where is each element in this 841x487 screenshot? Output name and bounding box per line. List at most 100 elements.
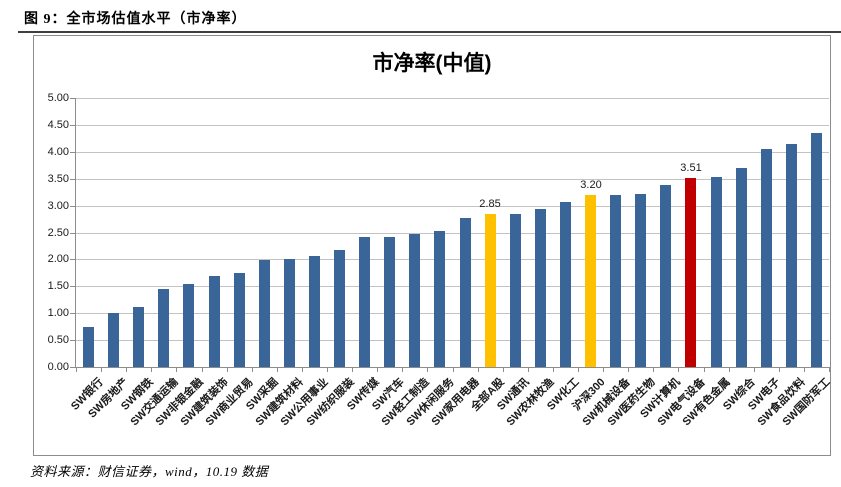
chart-title: 市净率(中值): [372, 52, 492, 75]
x-axis-tick: [804, 368, 805, 372]
x-axis-tick: [453, 368, 454, 372]
x-axis-tick: [729, 368, 730, 372]
bar: [635, 194, 646, 367]
bar: [434, 231, 445, 367]
bar: [183, 284, 194, 367]
y-axis-tick: [70, 286, 75, 287]
y-axis-tick: [70, 98, 75, 99]
y-axis-tick-label: 2.50: [47, 227, 69, 239]
x-axis-tick: [202, 368, 203, 372]
gridline: [76, 286, 829, 287]
y-axis-tick: [70, 259, 75, 260]
chart-frame: 市净率(中值) 5.00 4.50 4.00 3.50 3.00 2.50 2.00 1.50…: [33, 35, 833, 456]
bar: [460, 218, 471, 367]
bar: [209, 276, 220, 367]
x-axis-tick: [478, 368, 479, 372]
bar: [409, 234, 420, 367]
figure-caption: 图 9：全市场估值水平（市净率）: [24, 12, 247, 27]
y-axis-tick-label: 4.00: [47, 146, 69, 158]
bar: [359, 237, 370, 367]
y-axis-tick-label: 3.50: [47, 173, 69, 185]
y-axis-tick-label: 4.50: [47, 119, 69, 131]
bar: [158, 289, 169, 367]
x-axis-tick: [653, 368, 654, 372]
x-axis-tick: [503, 368, 504, 372]
bar: [334, 250, 345, 367]
x-axis-tick: [528, 368, 529, 372]
bar: [660, 185, 671, 367]
x-axis-tick: [227, 368, 228, 372]
x-axis-tick: [101, 368, 102, 372]
bar: [234, 273, 245, 367]
plot-area: 5.00 4.50 4.00 3.50 3.00 2.50 2.00 1.50 1.00 0.50…: [48, 92, 833, 428]
gridline: [76, 179, 829, 180]
x-axis-tick: [427, 368, 428, 372]
bar: [811, 133, 822, 367]
bar: [535, 209, 546, 367]
bar: [133, 307, 144, 367]
x-axis-tick: [176, 368, 177, 372]
bar: [736, 168, 747, 367]
header-divider: [18, 31, 841, 33]
gridline: [76, 340, 829, 341]
bar: [284, 259, 295, 367]
y-axis-tick: [70, 340, 75, 341]
y-axis-tick: [70, 313, 75, 314]
x-axis-line: [75, 367, 830, 368]
bar: [83, 327, 94, 367]
x-axis-tick: [829, 368, 830, 372]
y-axis-tick: [70, 125, 75, 126]
x-axis-tick: [578, 368, 579, 372]
bar: [585, 195, 596, 367]
gridline: [76, 152, 829, 153]
bar: [685, 178, 696, 367]
y-axis-tick: [70, 179, 75, 180]
x-axis-tick: [302, 368, 303, 372]
x-axis-tick: [327, 368, 328, 372]
bar: [786, 144, 797, 367]
bar-value-label: 2.85: [479, 198, 501, 210]
bar: [610, 195, 621, 367]
x-axis-tick: [779, 368, 780, 372]
bar: [108, 313, 119, 367]
gridline: [76, 233, 829, 234]
y-axis-tick: [70, 367, 75, 368]
gridline: [76, 98, 829, 99]
gridline: [76, 313, 829, 314]
x-axis-tick: [402, 368, 403, 372]
y-axis-tick: [70, 233, 75, 234]
bar-value-label: 3.20: [580, 179, 602, 191]
x-axis-tick: [553, 368, 554, 372]
x-axis-tick: [678, 368, 679, 372]
bar: [309, 256, 320, 367]
y-axis-tick-label: 1.00: [47, 307, 69, 319]
x-axis-tick: [277, 368, 278, 372]
y-axis-line: [75, 98, 76, 368]
y-axis-tick: [70, 206, 75, 207]
y-axis-tick-label: 0.50: [47, 334, 69, 346]
x-axis-tick: [377, 368, 378, 372]
bar: [711, 177, 722, 367]
bar: [761, 149, 772, 367]
bar: [259, 260, 270, 367]
x-axis-tick: [352, 368, 353, 372]
y-axis-tick-label: 5.00: [47, 92, 69, 104]
x-axis-tick: [252, 368, 253, 372]
y-axis-tick-label: 3.00: [47, 200, 69, 212]
bar: [384, 237, 395, 367]
source-note: 资料来源：财信证券，wind，10.19 数据: [30, 464, 269, 479]
x-axis-tick: [754, 368, 755, 372]
gridline: [76, 125, 829, 126]
y-axis-tick: [70, 152, 75, 153]
bar: [560, 202, 571, 367]
x-axis-tick: [76, 368, 77, 372]
x-axis-tick: [126, 368, 127, 372]
gridline: [76, 259, 829, 260]
gridline: [76, 206, 829, 207]
bar: [510, 214, 521, 367]
bar-value-label: 3.51: [680, 162, 702, 174]
y-axis-tick-label: 2.00: [47, 253, 69, 265]
x-axis-tick: [603, 368, 604, 372]
y-axis-tick-label: 1.50: [47, 280, 69, 292]
x-axis-tick: [151, 368, 152, 372]
